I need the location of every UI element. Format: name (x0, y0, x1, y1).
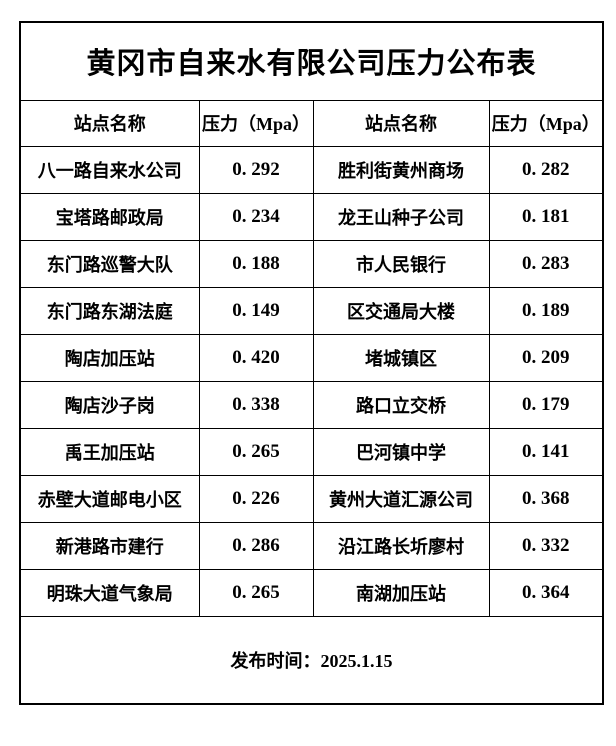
pressure-value-cell: 0. 364 (488, 568, 604, 617)
table-row: 陶店加压站 0. 420 堵城镇区 0. 209 (19, 333, 604, 382)
station-name-cell: 区交通局大楼 (312, 286, 490, 335)
station-name-cell: 禹王加压站 (19, 427, 200, 476)
header-pressure-2: 压力（Mpa） (488, 99, 604, 147)
pressure-table: 黄冈市自来水有限公司压力公布表 站点名称 压力（Mpa） 站点名称 压力（Mpa… (19, 21, 605, 705)
station-name-cell: 沿江路长圻廖村 (312, 521, 490, 570)
station-name-cell: 市人民银行 (312, 239, 490, 288)
station-name-cell: 宝塔路邮政局 (19, 192, 200, 241)
station-name-cell: 赤壁大道邮电小区 (19, 474, 200, 523)
station-name-cell: 巴河镇中学 (312, 427, 490, 476)
station-name-cell: 八一路自来水公司 (19, 145, 200, 194)
publish-time: 发布时间：2025.1.15 (19, 615, 604, 705)
pressure-value-cell: 0. 234 (198, 192, 314, 241)
table-row: 明珠大道气象局 0. 265 南湖加压站 0. 364 (19, 568, 604, 617)
footer-row: 发布时间：2025.1.15 (19, 615, 604, 705)
station-name-cell: 堵城镇区 (312, 333, 490, 382)
table-row: 陶店沙子岗 0. 338 路口立交桥 0. 179 (19, 380, 604, 429)
station-name-cell: 明珠大道气象局 (19, 568, 200, 617)
pressure-value-cell: 0. 292 (198, 145, 314, 194)
header-pressure-1: 压力（Mpa） (198, 99, 314, 147)
header-station-name-2: 站点名称 (312, 99, 490, 147)
pressure-value-cell: 0. 188 (198, 239, 314, 288)
pressure-value-cell: 0. 338 (198, 380, 314, 429)
table-row: 东门路巡警大队 0. 188 市人民银行 0. 283 (19, 239, 604, 288)
table-row: 宝塔路邮政局 0. 234 龙王山种子公司 0. 181 (19, 192, 604, 241)
table-row: 八一路自来水公司 0. 292 胜利街黄州商场 0. 282 (19, 145, 604, 194)
station-name-cell: 胜利街黄州商场 (312, 145, 490, 194)
pressure-value-cell: 0. 332 (488, 521, 604, 570)
page-title: 黄冈市自来水有限公司压力公布表 (19, 21, 604, 101)
pressure-value-cell: 0. 141 (488, 427, 604, 476)
station-name-cell: 陶店加压站 (19, 333, 200, 382)
table-row: 禹王加压站 0. 265 巴河镇中学 0. 141 (19, 427, 604, 476)
table-row: 新港路市建行 0. 286 沿江路长圻廖村 0. 332 (19, 521, 604, 570)
station-name-cell: 新港路市建行 (19, 521, 200, 570)
pressure-value-cell: 0. 149 (198, 286, 314, 335)
header-station-name-1: 站点名称 (19, 99, 200, 147)
pressure-value-cell: 0. 286 (198, 521, 314, 570)
station-name-cell: 南湖加压站 (312, 568, 490, 617)
station-name-cell: 龙王山种子公司 (312, 192, 490, 241)
pressure-value-cell: 0. 368 (488, 474, 604, 523)
publish-time-date: 2025.1.15 (320, 650, 393, 671)
header-row: 站点名称 压力（Mpa） 站点名称 压力（Mpa） (19, 99, 604, 147)
pressure-value-cell: 0. 189 (488, 286, 604, 335)
station-name-cell: 黄州大道汇源公司 (312, 474, 490, 523)
pressure-value-cell: 0. 282 (488, 145, 604, 194)
pressure-value-cell: 0. 179 (488, 380, 604, 429)
table-row: 赤壁大道邮电小区 0. 226 黄州大道汇源公司 0. 368 (19, 474, 604, 523)
pressure-value-cell: 0. 226 (198, 474, 314, 523)
pressure-value-cell: 0. 283 (488, 239, 604, 288)
pressure-value-cell: 0. 181 (488, 192, 604, 241)
pressure-value-cell: 0. 265 (198, 568, 314, 617)
pressure-value-cell: 0. 265 (198, 427, 314, 476)
title-row: 黄冈市自来水有限公司压力公布表 (19, 21, 604, 101)
publish-time-label: 发布时间： (230, 650, 321, 671)
station-name-cell: 路口立交桥 (312, 380, 490, 429)
station-name-cell: 东门路东湖法庭 (19, 286, 200, 335)
pressure-value-cell: 0. 420 (198, 333, 314, 382)
table-row: 东门路东湖法庭 0. 149 区交通局大楼 0. 189 (19, 286, 604, 335)
station-name-cell: 陶店沙子岗 (19, 380, 200, 429)
station-name-cell: 东门路巡警大队 (19, 239, 200, 288)
pressure-value-cell: 0. 209 (488, 333, 604, 382)
